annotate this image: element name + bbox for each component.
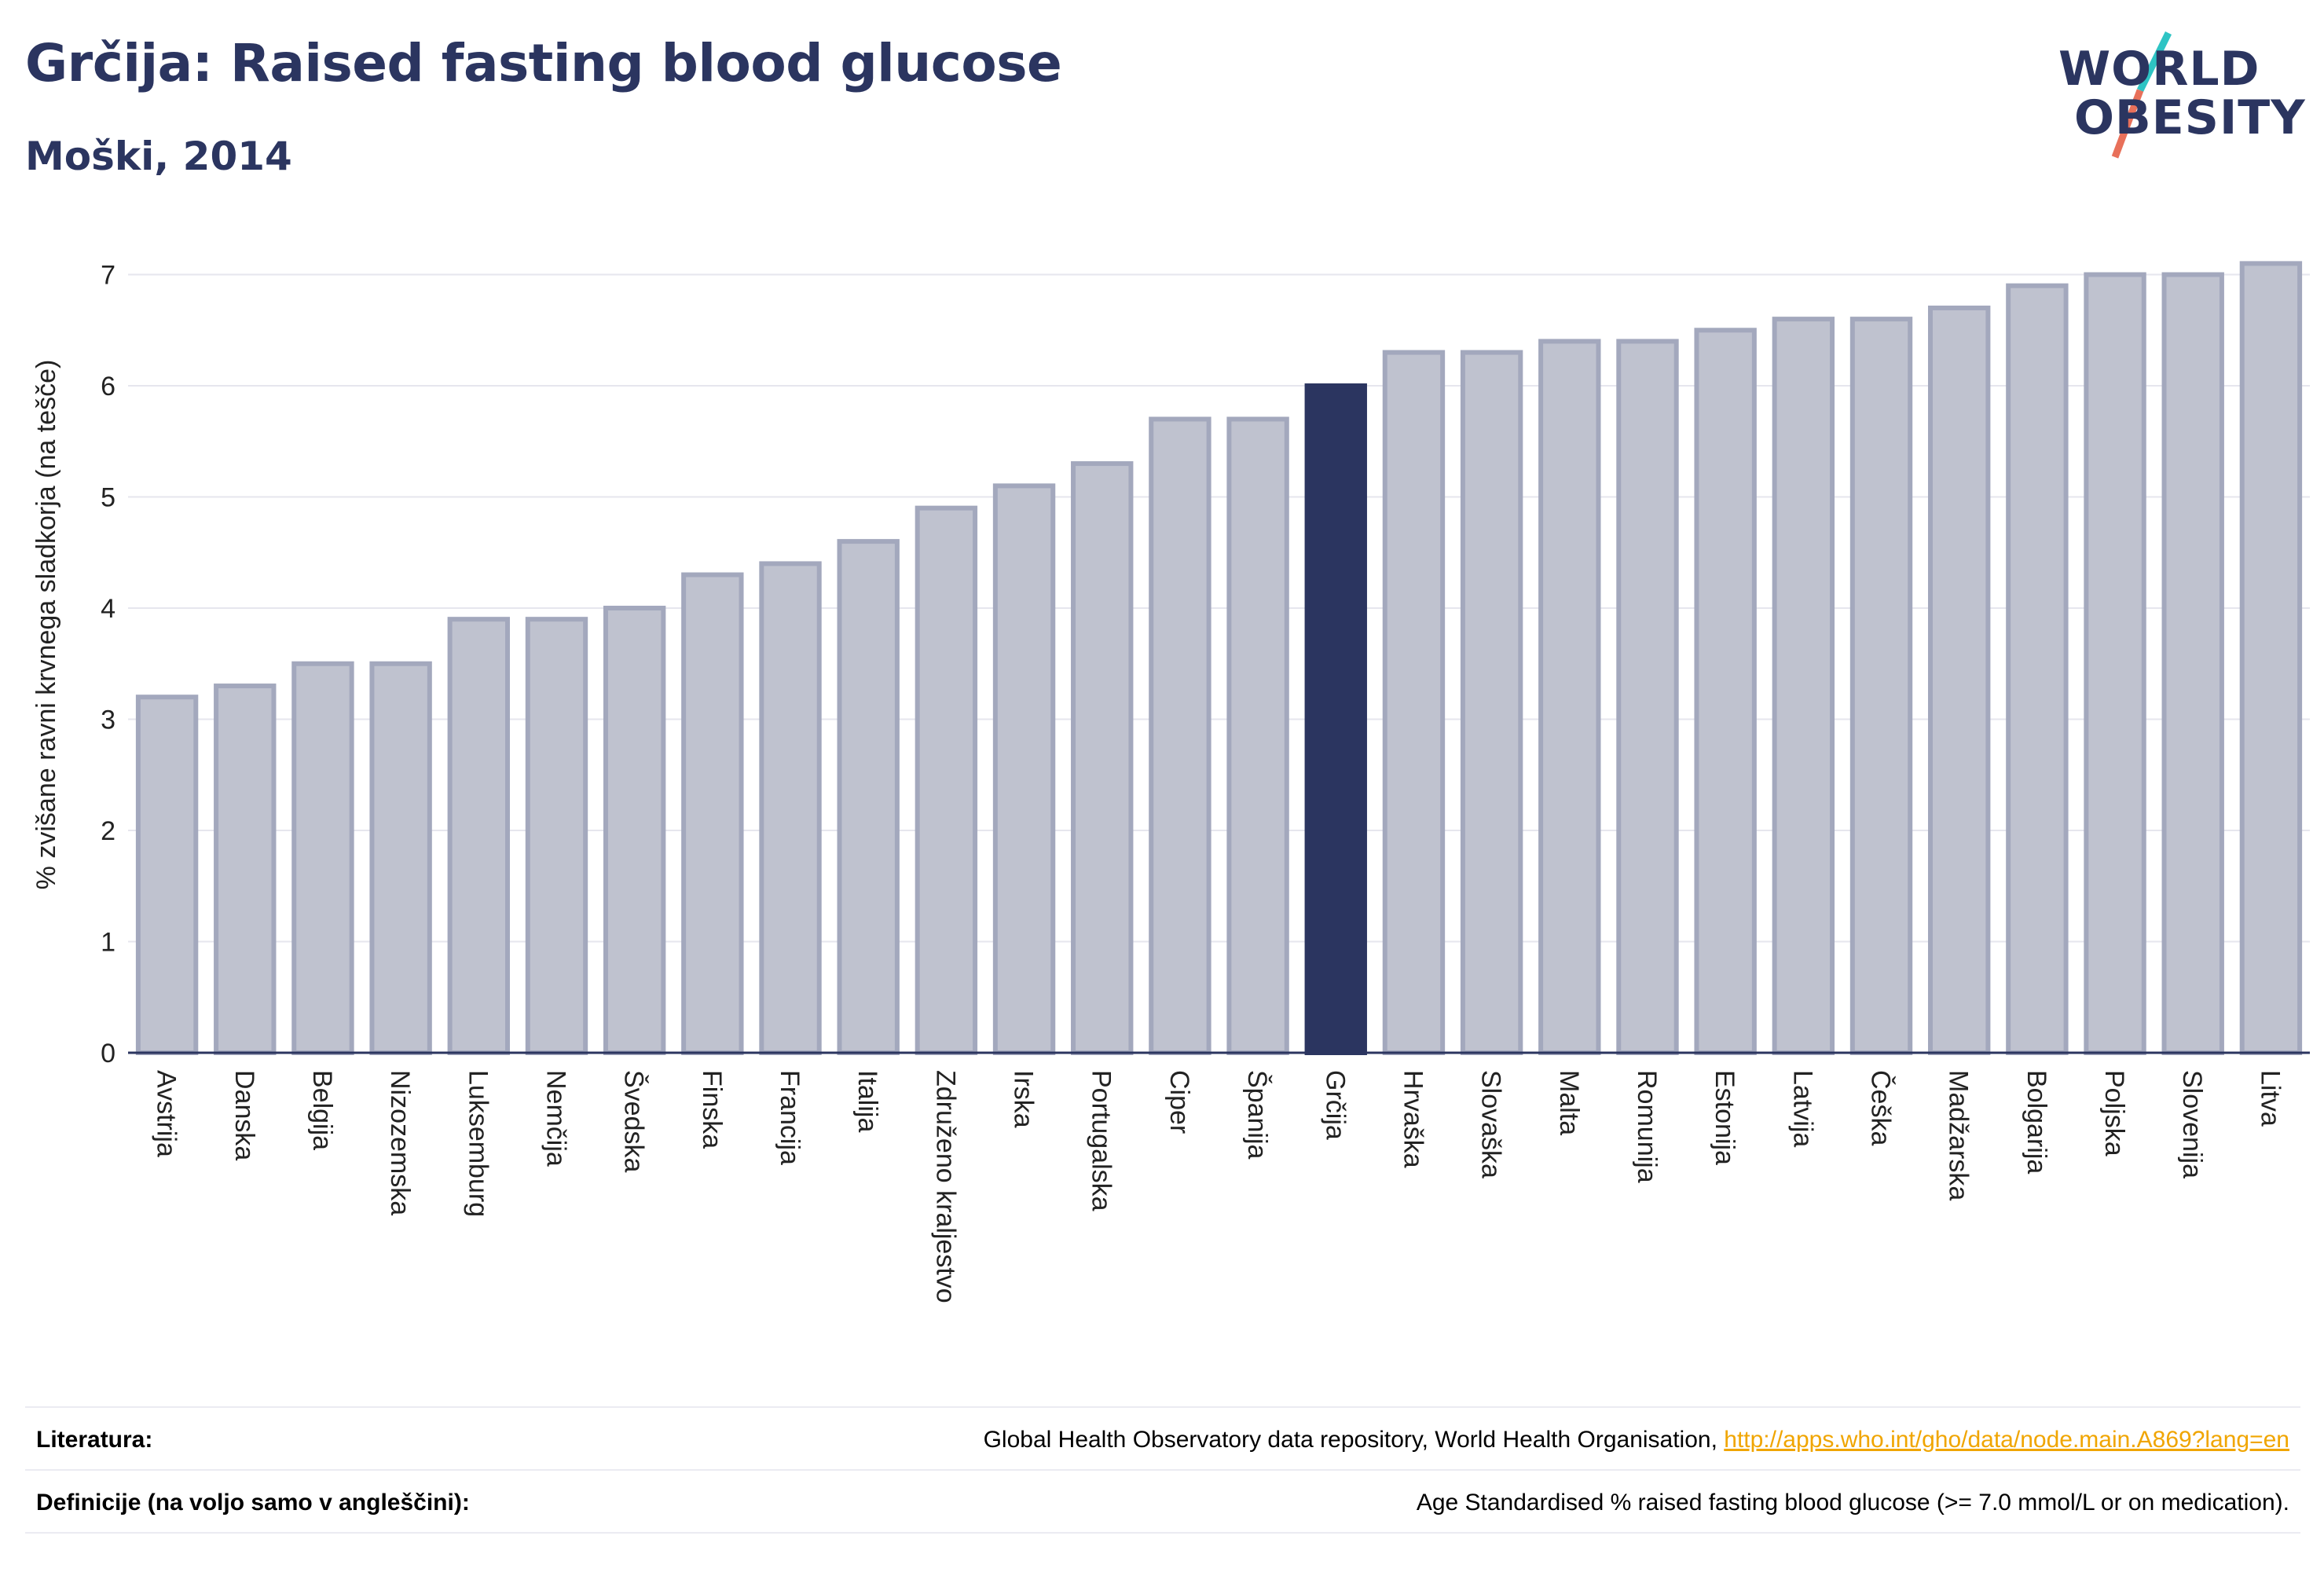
bar bbox=[837, 539, 900, 1055]
y-tick-label: 5 bbox=[101, 483, 115, 513]
bar bbox=[1538, 339, 1601, 1056]
bar bbox=[1772, 317, 1835, 1055]
logo-word-world: WORLD bbox=[2058, 42, 2260, 97]
page-title: Grčija: Raised fasting blood glucose bbox=[25, 33, 1062, 93]
x-tick-label: Danska bbox=[229, 1070, 259, 1160]
x-tick-label: Švedska bbox=[619, 1070, 649, 1172]
footer-sources-row: Literatura: Global Health Observatory da… bbox=[25, 1406, 2300, 1471]
bar bbox=[2239, 261, 2303, 1055]
bar bbox=[992, 483, 1056, 1055]
bar bbox=[603, 606, 666, 1055]
x-tick-label: Latvija bbox=[1787, 1070, 1817, 1147]
footer-divider bbox=[25, 1532, 2300, 1534]
x-tick-label: Nemčija bbox=[541, 1070, 570, 1167]
logo-slash-icon bbox=[2111, 31, 2172, 159]
y-tick-label: 7 bbox=[101, 261, 115, 291]
bar bbox=[1928, 305, 1991, 1055]
sources-link[interactable]: http://apps.who.int/gho/data/node.main.A… bbox=[1724, 1427, 2289, 1453]
bar bbox=[291, 661, 354, 1055]
bar bbox=[681, 572, 744, 1055]
x-tick-label: Češka bbox=[1866, 1070, 1896, 1145]
y-axis-label: % zvišane ravni krvnega sladkorja (na te… bbox=[31, 360, 61, 890]
world-obesity-logo: WORLD OBESITY bbox=[2043, 31, 2310, 165]
x-tick-label: Avstrija bbox=[152, 1070, 181, 1157]
x-tick-label: Španija bbox=[1242, 1070, 1272, 1160]
bar bbox=[525, 617, 588, 1055]
x-tick-label: Malta bbox=[1554, 1070, 1584, 1135]
bar-highlight bbox=[1304, 383, 1367, 1056]
definitions-label: Definicije (na voljo samo v angleščini): bbox=[36, 1490, 470, 1516]
x-tick-label: Belgija bbox=[307, 1070, 337, 1150]
x-tick-label: Luksemburg bbox=[463, 1070, 493, 1217]
y-tick-label: 6 bbox=[101, 372, 115, 401]
x-tick-label: Francija bbox=[775, 1070, 805, 1165]
bar bbox=[1849, 317, 1913, 1055]
sources-label: Literatura: bbox=[36, 1427, 153, 1453]
sources-value: Global Health Observatory data repositor… bbox=[984, 1427, 2289, 1453]
page-subtitle: Moški, 2014 bbox=[25, 134, 292, 179]
bar bbox=[1694, 328, 1757, 1055]
y-tick-label: 3 bbox=[101, 706, 115, 735]
bar bbox=[1616, 339, 1679, 1056]
bar bbox=[2161, 272, 2224, 1055]
bar-chart: 0 1 2 3 4 5 6 7 Avstrija Danska Belgija Nizozemska L… bbox=[31, 261, 2310, 1303]
x-tick-label: Bolgarija bbox=[2022, 1070, 2051, 1174]
x-tick-label: Hrvaška bbox=[1398, 1070, 1428, 1168]
x-tick-label: Nizozemska bbox=[385, 1070, 415, 1215]
footer-definitions-row: Definicije (na voljo samo v angleščini):… bbox=[25, 1469, 2300, 1534]
bar bbox=[1149, 416, 1211, 1055]
x-tick-label: Ciper bbox=[1164, 1070, 1194, 1134]
x-tick-label: Estonija bbox=[1710, 1070, 1739, 1165]
bars bbox=[135, 261, 2303, 1056]
bar bbox=[1382, 350, 1446, 1056]
x-tick-label: Madžarska bbox=[1944, 1070, 1974, 1200]
y-tick-label: 2 bbox=[101, 816, 115, 846]
definitions-text: Age Standardised % raised fasting blood … bbox=[1416, 1490, 2289, 1516]
y-tick-label: 1 bbox=[101, 928, 115, 958]
x-tick-label: Združeno kraljestvo bbox=[930, 1070, 960, 1303]
x-tick-label: Irska bbox=[1009, 1070, 1039, 1128]
axes: 0 1 2 3 4 5 6 7 Avstrija Danska Belgija Nizozemska L… bbox=[101, 261, 2310, 1303]
x-tick-label: Romunija bbox=[1632, 1070, 1662, 1183]
x-tick-label: Italija bbox=[852, 1070, 882, 1132]
x-tick-label: Slovaška bbox=[1476, 1070, 1506, 1178]
bar bbox=[214, 684, 277, 1055]
bar bbox=[135, 695, 199, 1055]
bar bbox=[447, 617, 510, 1055]
x-tick-label: Slovenija bbox=[2177, 1070, 2207, 1178]
y-tick-label: 0 bbox=[101, 1039, 115, 1068]
bar bbox=[2006, 283, 2069, 1055]
bar bbox=[369, 661, 432, 1055]
bar bbox=[2084, 272, 2146, 1055]
x-tick-label: Portugalska bbox=[1087, 1070, 1116, 1211]
bar bbox=[759, 561, 822, 1055]
x-tick-label: Finska bbox=[697, 1070, 727, 1149]
bar bbox=[1071, 461, 1134, 1055]
bar bbox=[915, 505, 978, 1055]
y-tick-label: 4 bbox=[101, 594, 115, 624]
x-tick-label: Litva bbox=[2255, 1070, 2285, 1127]
x-tick-label: Grčija bbox=[1320, 1070, 1350, 1140]
x-tick-label: Poljska bbox=[2099, 1070, 2129, 1156]
bar bbox=[1226, 416, 1289, 1055]
logo-word-obesity: OBESITY bbox=[2074, 90, 2306, 145]
bar bbox=[1460, 350, 1523, 1056]
sources-text: Global Health Observatory data repositor… bbox=[983, 1427, 1725, 1453]
